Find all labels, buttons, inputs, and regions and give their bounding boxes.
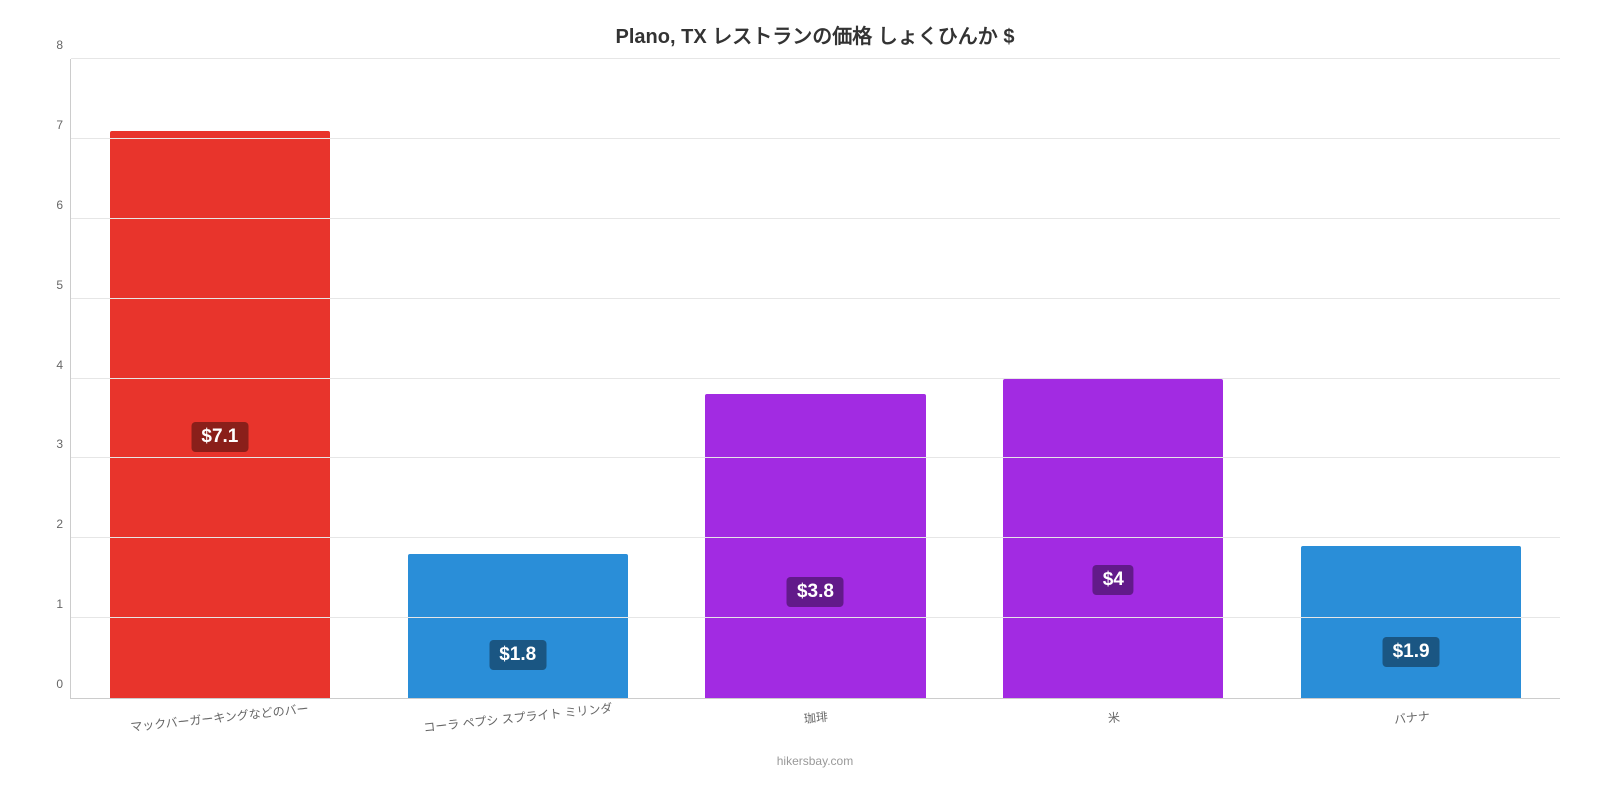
x-axis-category-label: 珈琲 bbox=[803, 708, 829, 727]
bar: $1.9 bbox=[1301, 546, 1521, 698]
gridline bbox=[71, 218, 1560, 219]
x-axis-category-label: 米 bbox=[1107, 708, 1121, 726]
bar-value-label: $4 bbox=[1093, 565, 1134, 595]
bar-slot: $1.8 bbox=[369, 59, 667, 698]
x-axis-category-label: マックバーガーキングなどのバー bbox=[130, 700, 310, 736]
gridline bbox=[71, 138, 1560, 139]
y-tick-label: 0 bbox=[56, 677, 71, 691]
y-tick-label: 4 bbox=[56, 358, 71, 372]
gridline bbox=[71, 298, 1560, 299]
y-tick-label: 7 bbox=[56, 118, 71, 132]
bar: $3.8 bbox=[705, 394, 925, 698]
y-tick-label: 3 bbox=[56, 437, 71, 451]
x-label-slot: マックバーガーキングなどのバー bbox=[70, 709, 368, 726]
bar: $4 bbox=[1003, 379, 1223, 699]
bar-slot: $7.1 bbox=[71, 59, 369, 698]
x-label-slot: コーラ ペプシ スプライト ミリンダ bbox=[368, 709, 666, 726]
gridline bbox=[71, 378, 1560, 379]
y-tick-label: 8 bbox=[56, 38, 71, 52]
x-axis-labels: マックバーガーキングなどのバーコーラ ペプシ スプライト ミリンダ 珈琲 米 バナナ bbox=[70, 709, 1560, 726]
plot-area: $7.1$1.8$3.8$4$1.9 012345678 bbox=[70, 59, 1560, 699]
gridline bbox=[71, 58, 1560, 59]
bar-value-label: $1.9 bbox=[1383, 637, 1440, 667]
x-label-slot: 珈琲 bbox=[666, 709, 964, 726]
attribution-text: hikersbay.com bbox=[70, 754, 1560, 768]
bar-slot: $1.9 bbox=[1262, 59, 1560, 698]
bar: $7.1 bbox=[110, 131, 330, 698]
x-label-slot: 米 bbox=[964, 709, 1262, 726]
bar-value-label: $3.8 bbox=[787, 577, 844, 607]
bar-value-label: $7.1 bbox=[191, 422, 248, 452]
x-axis-category-label: コーラ ペプシ スプライト ミリンダ bbox=[423, 699, 614, 736]
y-tick-label: 6 bbox=[56, 198, 71, 212]
gridline bbox=[71, 457, 1560, 458]
y-tick-label: 5 bbox=[56, 278, 71, 292]
chart-title: Plano, TX レストランの価格 しょくひんか $ bbox=[70, 20, 1560, 49]
bars-layer: $7.1 $1.8 $3.8 $4 $1.9 bbox=[71, 59, 1560, 698]
bar: $1.8 bbox=[408, 554, 628, 698]
x-label-slot: バナナ bbox=[1262, 709, 1560, 726]
y-tick-label: 1 bbox=[56, 597, 71, 611]
y-tick-label: 2 bbox=[56, 517, 71, 531]
bar-value-label: $1.8 bbox=[489, 640, 546, 670]
bar-slot: $3.8 bbox=[667, 59, 965, 698]
x-axis-category-label: バナナ bbox=[1393, 707, 1431, 728]
bar-slot: $4 bbox=[964, 59, 1262, 698]
chart-container: Plano, TX レストランの価格 しょくひんか $ $7.1 $1.8 $3.8… bbox=[0, 0, 1600, 800]
gridline bbox=[71, 537, 1560, 538]
gridline bbox=[71, 617, 1560, 618]
